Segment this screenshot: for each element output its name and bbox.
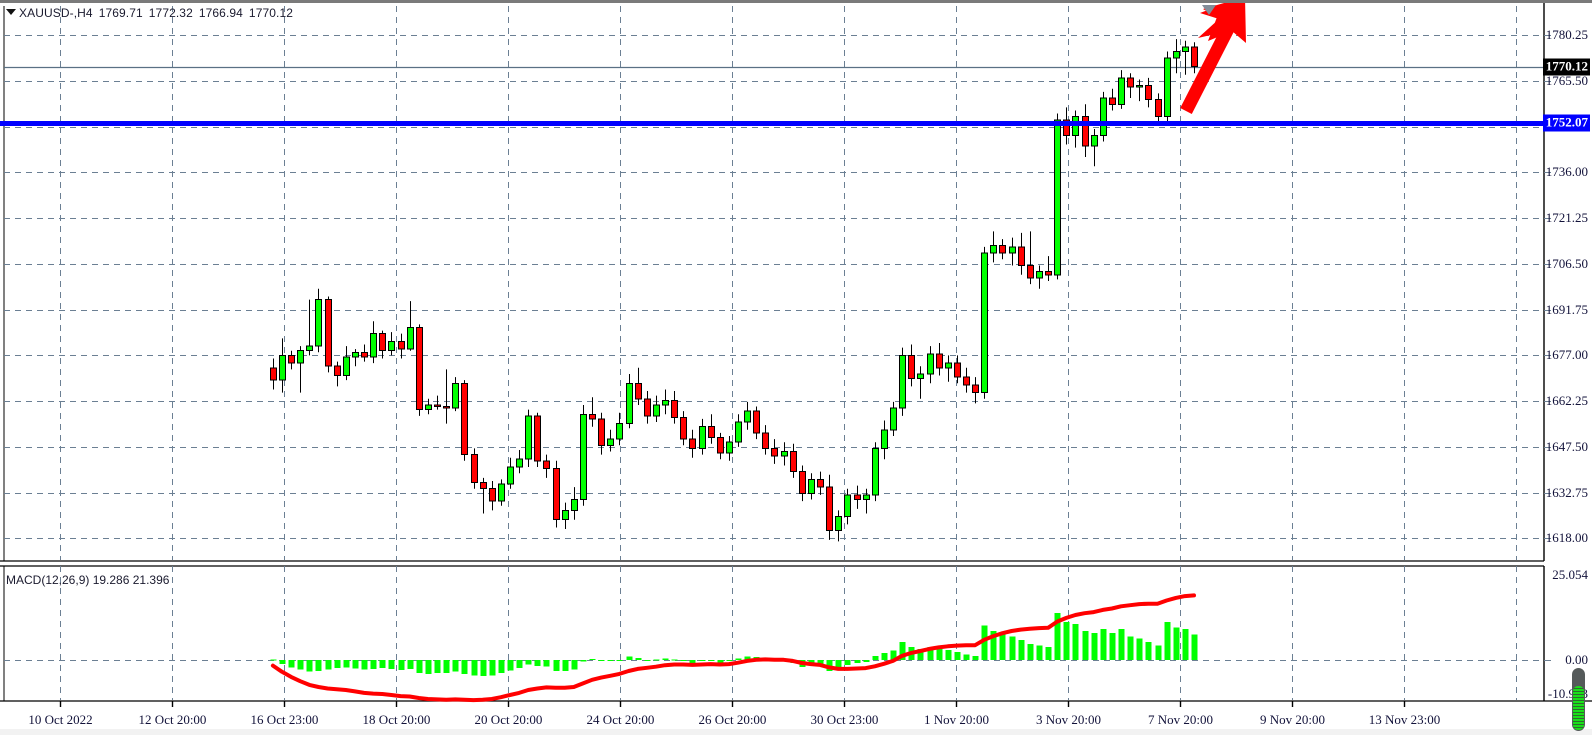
time-axis-label: 7 Nov 20:00 <box>1148 712 1213 727</box>
price-axis-tick: 1647.50 <box>1545 438 1588 454</box>
price-axis-tick: 1736.00 <box>1545 164 1588 180</box>
price-axis-tick: 1618.00 <box>1545 530 1588 546</box>
time-axis-label: 13 Nov 23:00 <box>1368 712 1441 727</box>
time-axis-label: 1 Nov 20:00 <box>924 712 989 727</box>
price-axis-tick: 1706.50 <box>1545 255 1588 271</box>
level-price-label: 1752.07 <box>1542 114 1590 132</box>
time-axis-label: 9 Nov 20:00 <box>1260 712 1325 727</box>
ohlc-close: 1770.12 <box>248 6 293 20</box>
time-axis-label: 10 Oct 2022 <box>28 712 93 727</box>
ohlc-low: 1766.94 <box>198 6 243 20</box>
symbol-name: XAUUSD-,H4 <box>19 6 93 20</box>
macd-scrollbar-fill <box>1573 686 1584 730</box>
price-axis-tick: 1780.25 <box>1545 27 1588 43</box>
price-axis-tick: 1662.25 <box>1545 393 1588 409</box>
chevron-down-icon[interactable] <box>6 9 16 15</box>
symbol-header: XAUUSD-,H4 1769.71 1772.32 1766.94 1770.12 <box>6 6 293 20</box>
price-axis-tick: 1765.50 <box>1545 73 1588 88</box>
time-axis-label: 3 Nov 20:00 <box>1036 712 1101 727</box>
macd-scrollbar-thumb[interactable] <box>1572 668 1585 731</box>
time-axis-label: 24 Oct 20:00 <box>586 712 655 727</box>
period-separator-marker <box>1202 5 1216 15</box>
last-price-label: 1770.12 <box>1542 58 1590 76</box>
macd-indicator-header: MACD(12,26,9) 19.286 21.396 <box>6 573 170 587</box>
time-axis-label: 20 Oct 20:00 <box>474 712 543 727</box>
macd-axis-tick: 0.00 <box>1565 652 1588 668</box>
macd-signal-line <box>270 593 1196 703</box>
macd-axis-tick: 25.054 <box>1552 567 1588 582</box>
time-axis-label: 30 Oct 23:00 <box>810 712 879 727</box>
price-axis-tick: 1677.00 <box>1545 347 1588 363</box>
price-axis-tick: 1691.75 <box>1545 301 1588 317</box>
time-axis-label: 26 Oct 20:00 <box>698 712 767 727</box>
ohlc-high: 1772.32 <box>148 6 193 20</box>
time-axis-label: 16 Oct 23:00 <box>250 712 319 727</box>
time-axis-label: 18 Oct 20:00 <box>362 712 431 727</box>
price-chart-canvas[interactable] <box>0 3 1592 735</box>
price-axis-tick: 1632.75 <box>1545 484 1588 500</box>
price-axis-tick: 1721.25 <box>1545 210 1588 226</box>
time-axis-label: 12 Oct 20:00 <box>138 712 207 727</box>
ohlc-open: 1769.71 <box>98 6 143 20</box>
